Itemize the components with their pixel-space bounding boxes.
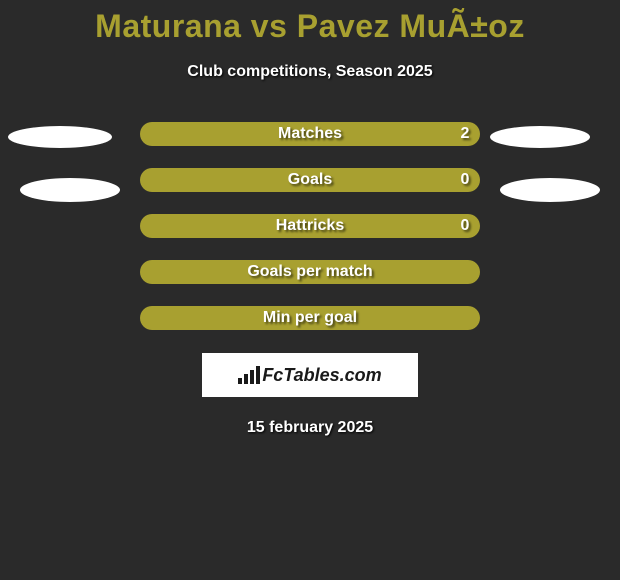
stat-row: Goals per match [0,249,620,295]
stat-label: Matches [140,122,480,146]
comparison-widget: Maturana vs Pavez MuÃ±oz Club competitio… [0,0,620,437]
date-text: 15 february 2025 [0,419,620,437]
stat-value-right: 0 [450,168,480,192]
bars-icon [238,366,260,384]
player-ellipse [20,178,120,202]
stat-label: Goals per match [140,260,480,284]
stat-label: Min per goal [140,306,480,330]
brand-logo-box[interactable]: FcTables.com [202,353,418,397]
stat-row: Hattricks0 [0,203,620,249]
subtitle: Club competitions, Season 2025 [0,63,620,81]
player-ellipse [500,178,600,202]
stat-value-right: 0 [450,214,480,238]
brand-text: FcTables.com [262,365,381,386]
page-title: Maturana vs Pavez MuÃ±oz [0,8,620,45]
player-ellipse [8,126,112,148]
player-ellipse [490,126,590,148]
brand-logo: FcTables.com [238,365,381,386]
stat-value-right: 2 [450,122,480,146]
stat-label: Hattricks [140,214,480,238]
stat-label: Goals [140,168,480,192]
stat-row: Min per goal [0,295,620,341]
